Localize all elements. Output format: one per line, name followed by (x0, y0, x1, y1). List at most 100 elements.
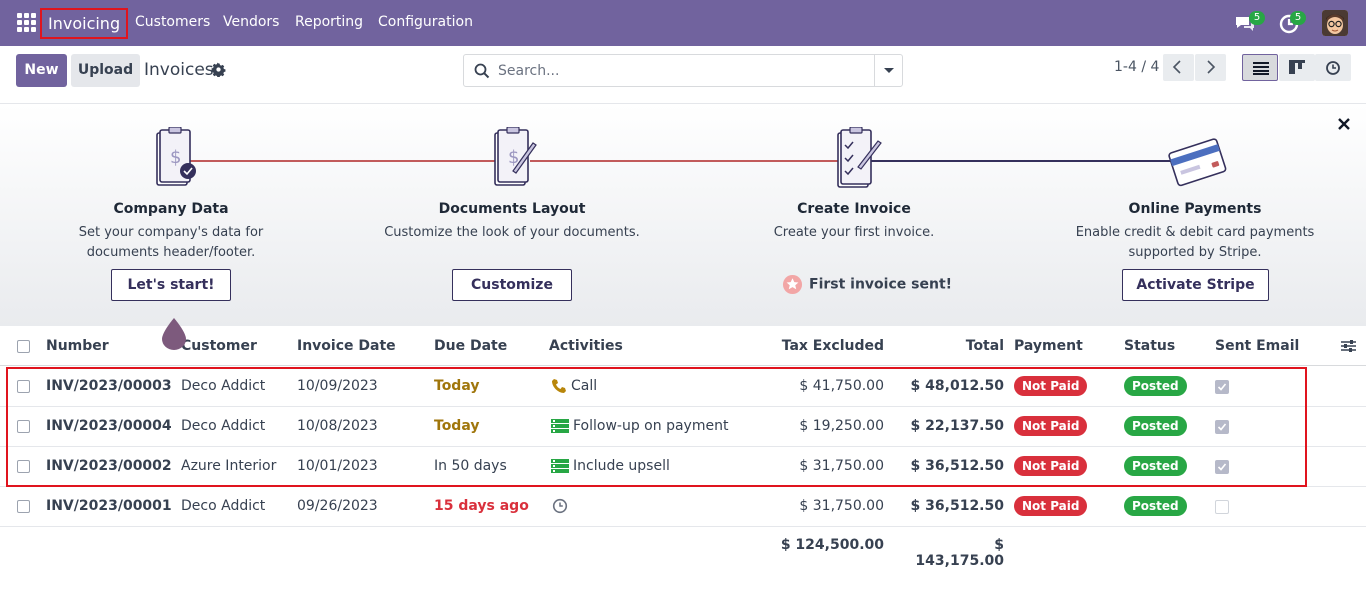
column-status[interactable]: Status (1124, 338, 1176, 354)
optional-columns-icon[interactable] (1341, 339, 1356, 353)
row-checkbox[interactable] (17, 500, 30, 513)
sum-tax-excluded: $ 124,500.00 (780, 537, 884, 553)
total-amount: $ 36,512.50 (910, 498, 1004, 514)
clock-icon (552, 498, 568, 514)
column-number[interactable]: Number (46, 338, 109, 354)
activity-cell[interactable]: Call (551, 378, 597, 394)
pager-next-button[interactable] (1195, 54, 1226, 81)
list-header (0, 326, 1366, 366)
kanban-view-button[interactable] (1279, 54, 1315, 81)
column-customer[interactable]: Customer (181, 338, 257, 354)
sent-email-checkbox (1215, 460, 1229, 474)
tax-excluded-amount: $ 41,750.00 (799, 378, 884, 394)
activity-view-button[interactable] (1315, 54, 1351, 81)
tax-excluded-amount: $ 19,250.00 (799, 418, 884, 434)
status-badge: Posted (1124, 376, 1187, 396)
top-navbar: Invoicing Customers Vendors Reporting Co… (0, 0, 1366, 46)
due-date: In 50 days (434, 458, 507, 474)
todo-list-icon (551, 459, 569, 473)
column-payment[interactable]: Payment (1014, 338, 1083, 354)
status-badge: Posted (1124, 416, 1187, 436)
row-divider (0, 406, 1366, 407)
todo-list-icon (551, 419, 569, 433)
activity-label: Call (571, 378, 598, 394)
step-desc-documents-layout: Customize the look of your documents. (384, 225, 640, 240)
kanban-view-icon (1289, 60, 1305, 74)
list-view-button[interactable] (1242, 54, 1278, 81)
payment-status-badge: Not Paid (1014, 496, 1088, 516)
check-icon (1217, 383, 1227, 391)
clock-view-icon (1326, 61, 1340, 75)
invoice-number[interactable]: INV/2023/00003 (46, 378, 172, 394)
page-title: Invoices (144, 60, 214, 80)
column-sent-email[interactable]: Sent Email (1215, 338, 1300, 354)
column-invoice-date[interactable]: Invoice Date (297, 338, 396, 354)
sent-email-checkbox (1215, 380, 1229, 394)
progress-line-done (190, 160, 510, 162)
search-options-toggle[interactable] (874, 55, 902, 86)
activity-cell[interactable]: Include upsell (551, 458, 670, 474)
column-tax-excluded[interactable]: Tax Excluded (781, 338, 884, 354)
lets-start-button[interactable]: Let's start! (111, 269, 231, 301)
step-desc-online-payments: Enable credit & debit card payments supp… (1075, 225, 1315, 260)
activity-cell[interactable]: Follow-up on payment (551, 418, 728, 434)
total-amount: $ 36,512.50 (910, 458, 1004, 474)
tax-excluded-amount: $ 31,750.00 (799, 458, 884, 474)
menu-customers[interactable]: Customers (135, 14, 211, 30)
messages-badge: 5 (1249, 11, 1265, 25)
upload-button[interactable]: Upload (71, 54, 140, 87)
row-checkbox[interactable] (17, 380, 30, 393)
step-desc-create-invoice: Create your first invoice. (773, 225, 935, 240)
activity-cell[interactable] (552, 498, 572, 514)
invoice-number[interactable]: INV/2023/00002 (46, 458, 172, 474)
step-title-create-invoice: Create Invoice (797, 201, 911, 217)
activity-label: Include upsell (573, 458, 670, 474)
invoice-customer: Azure Interior (181, 458, 277, 474)
column-due-date[interactable]: Due Date (434, 338, 508, 354)
total-amount: $ 22,137.50 (910, 418, 1004, 434)
new-button[interactable]: New (16, 54, 67, 87)
svg-text:$: $ (170, 147, 181, 168)
pager-value[interactable]: 1-4 / 4 (1114, 59, 1160, 75)
due-date: Today (434, 418, 480, 434)
search-icon (474, 63, 490, 79)
credit-card-illustration-icon (1168, 138, 1227, 187)
row-checkbox[interactable] (17, 460, 30, 473)
row-checkbox[interactable] (17, 420, 30, 433)
app-brand[interactable]: Invoicing (40, 8, 129, 39)
control-panel-divider (0, 103, 1366, 104)
row-divider (0, 446, 1366, 447)
due-date: 15 days ago (434, 498, 529, 514)
payment-status-badge: Not Paid (1014, 456, 1088, 476)
user-avatar[interactable] (1322, 10, 1348, 36)
invoice-number[interactable]: INV/2023/00004 (46, 418, 172, 434)
pager-previous-button[interactable] (1163, 54, 1194, 81)
step-desc-company-data: Set your company's data for documents he… (78, 225, 264, 260)
column-total[interactable]: Total (965, 338, 1004, 354)
invoice-date: 10/01/2023 (297, 458, 378, 474)
close-icon[interactable] (1337, 117, 1351, 131)
sum-total: $ 143,175.00 (915, 537, 1004, 569)
gear-icon[interactable] (211, 62, 226, 77)
menu-reporting[interactable]: Reporting (295, 14, 364, 30)
search-input[interactable] (498, 56, 868, 85)
first-invoice-sent-status: First invoice sent! (782, 274, 952, 296)
apps-menu-icon[interactable] (17, 13, 36, 32)
customize-button[interactable]: Customize (452, 269, 572, 301)
menu-configuration[interactable]: Configuration (378, 14, 473, 30)
status-badge: Posted (1124, 496, 1187, 516)
column-activities[interactable]: Activities (549, 338, 623, 354)
invoice-number[interactable]: INV/2023/00001 (46, 498, 172, 514)
activate-stripe-button[interactable]: Activate Stripe (1122, 269, 1269, 301)
first-invoice-sent-label: First invoice sent! (809, 276, 953, 293)
menu-vendors[interactable]: Vendors (223, 14, 280, 30)
chevron-left-icon (1172, 60, 1181, 74)
svg-text:$: $ (508, 147, 519, 168)
search-bar (463, 54, 903, 87)
select-all-checkbox[interactable] (17, 340, 30, 353)
invoice-date: 10/09/2023 (297, 378, 378, 394)
progress-line-pending (870, 160, 1190, 162)
tour-drop-icon[interactable] (162, 318, 186, 350)
check-icon (1217, 463, 1227, 471)
invoice-customer: Deco Addict (181, 498, 266, 514)
